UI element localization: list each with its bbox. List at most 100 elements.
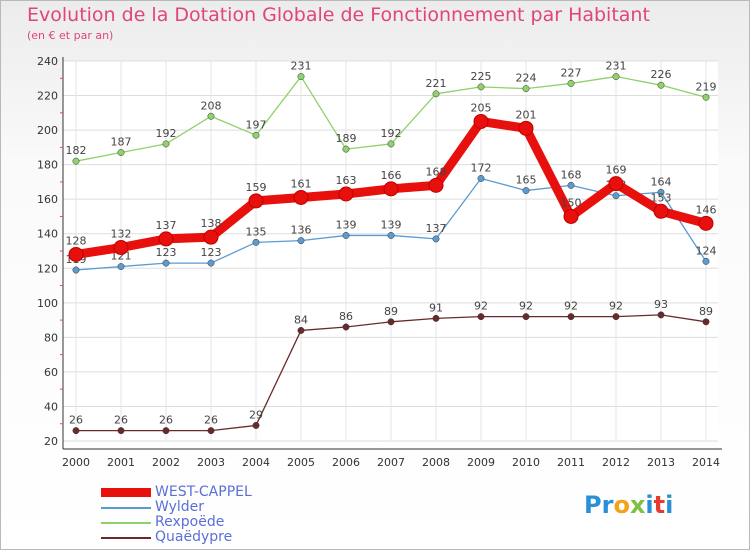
data-point — [72, 427, 80, 435]
x-tick-label: 2002 — [152, 456, 180, 469]
data-point — [162, 140, 170, 148]
legend-label: Rexpoëde — [155, 514, 225, 530]
data-label: 192 — [156, 127, 177, 140]
data-point — [342, 232, 350, 239]
data-label: 137 — [156, 219, 177, 232]
legend-swatch — [101, 506, 151, 509]
data-point — [653, 203, 669, 219]
data-label: 224 — [516, 72, 537, 85]
y-tick-label: 180 — [37, 159, 58, 172]
data-label: 150 — [561, 196, 582, 209]
data-point — [612, 313, 620, 321]
data-label: 139 — [336, 218, 357, 231]
data-point — [473, 113, 489, 129]
data-label: 26 — [69, 414, 83, 427]
data-point — [657, 188, 665, 196]
data-label: 159 — [246, 181, 267, 194]
legend-label: Quaëdypre — [155, 529, 233, 545]
data-point — [387, 232, 395, 239]
data-label: 123 — [201, 246, 222, 259]
data-point — [567, 313, 575, 321]
y-tick-label: 80 — [44, 331, 58, 344]
data-point — [612, 73, 620, 80]
data-label: 201 — [516, 108, 537, 121]
logo-letter: r — [601, 491, 614, 519]
data-point — [383, 181, 399, 197]
data-point — [297, 237, 305, 245]
x-tick-label: 2014 — [692, 456, 720, 469]
data-point — [432, 235, 440, 243]
legend-item: Quaëdypre — [101, 530, 252, 545]
data-point — [297, 327, 305, 334]
data-label: 172 — [471, 161, 492, 174]
data-point — [117, 149, 125, 156]
data-label: 92 — [519, 300, 533, 313]
data-label: 161 — [291, 177, 312, 190]
data-label: 123 — [156, 246, 177, 259]
x-tick-label: 2012 — [602, 456, 630, 469]
x-tick-label: 2001 — [107, 456, 135, 469]
data-point — [702, 257, 710, 265]
data-point — [203, 229, 219, 245]
logo-letter: t — [653, 491, 666, 519]
data-label: 164 — [651, 175, 672, 188]
data-label: 225 — [471, 70, 492, 83]
chart-legend: WEST-CAPPEL Wylder Rexpoëde Quaëdypre — [101, 485, 252, 545]
data-label: 137 — [426, 222, 447, 235]
data-label: 165 — [516, 174, 537, 187]
data-point — [387, 140, 395, 148]
legend-swatch — [101, 488, 151, 497]
data-point — [158, 231, 174, 247]
y-tick-label: 140 — [37, 228, 58, 241]
data-label: 153 — [651, 191, 672, 204]
legend-item: Rexpoëde — [101, 515, 252, 530]
legend-label: WEST-CAPPEL — [155, 484, 252, 500]
data-point — [293, 189, 309, 205]
data-label: 227 — [561, 66, 582, 79]
legend-item: WEST-CAPPEL — [101, 485, 252, 500]
data-point — [297, 73, 305, 80]
y-tick-label: 20 — [44, 435, 58, 448]
data-point — [567, 80, 575, 87]
data-point — [608, 176, 624, 192]
data-point — [207, 112, 215, 120]
legend-item: Wylder — [101, 500, 252, 515]
data-point — [432, 314, 440, 322]
data-point — [207, 259, 215, 267]
data-point — [113, 240, 129, 256]
data-label: 205 — [471, 101, 492, 114]
data-point — [567, 181, 575, 189]
x-tick-label: 2003 — [197, 456, 225, 469]
data-label: 86 — [339, 310, 353, 323]
x-tick-label: 2004 — [242, 456, 270, 469]
data-point — [252, 131, 260, 139]
data-point — [522, 85, 530, 93]
y-tick-label: 40 — [44, 400, 58, 413]
data-label: 169 — [606, 164, 627, 177]
data-point — [342, 145, 350, 153]
data-point — [338, 186, 354, 202]
data-point — [432, 90, 440, 98]
data-point — [252, 422, 260, 429]
data-label: 89 — [699, 305, 713, 318]
data-label: 231 — [291, 60, 312, 73]
data-label: 92 — [609, 300, 623, 313]
data-point — [698, 215, 714, 231]
legend-swatch — [101, 536, 151, 539]
data-point — [117, 263, 125, 270]
x-tick-label: 2010 — [512, 456, 540, 469]
data-point — [702, 318, 710, 326]
data-label: 168 — [426, 165, 447, 178]
data-label: 231 — [606, 60, 627, 73]
chart-subtitle: (en € et par an) — [27, 29, 114, 42]
data-label: 84 — [294, 313, 308, 326]
proxiti-logo: Proxiti — [584, 491, 673, 519]
data-point — [428, 177, 444, 193]
y-tick-label: 160 — [37, 193, 58, 206]
data-label: 92 — [474, 300, 488, 313]
data-point — [117, 427, 125, 435]
y-tick-label: 60 — [44, 366, 58, 379]
data-label: 208 — [201, 99, 222, 112]
